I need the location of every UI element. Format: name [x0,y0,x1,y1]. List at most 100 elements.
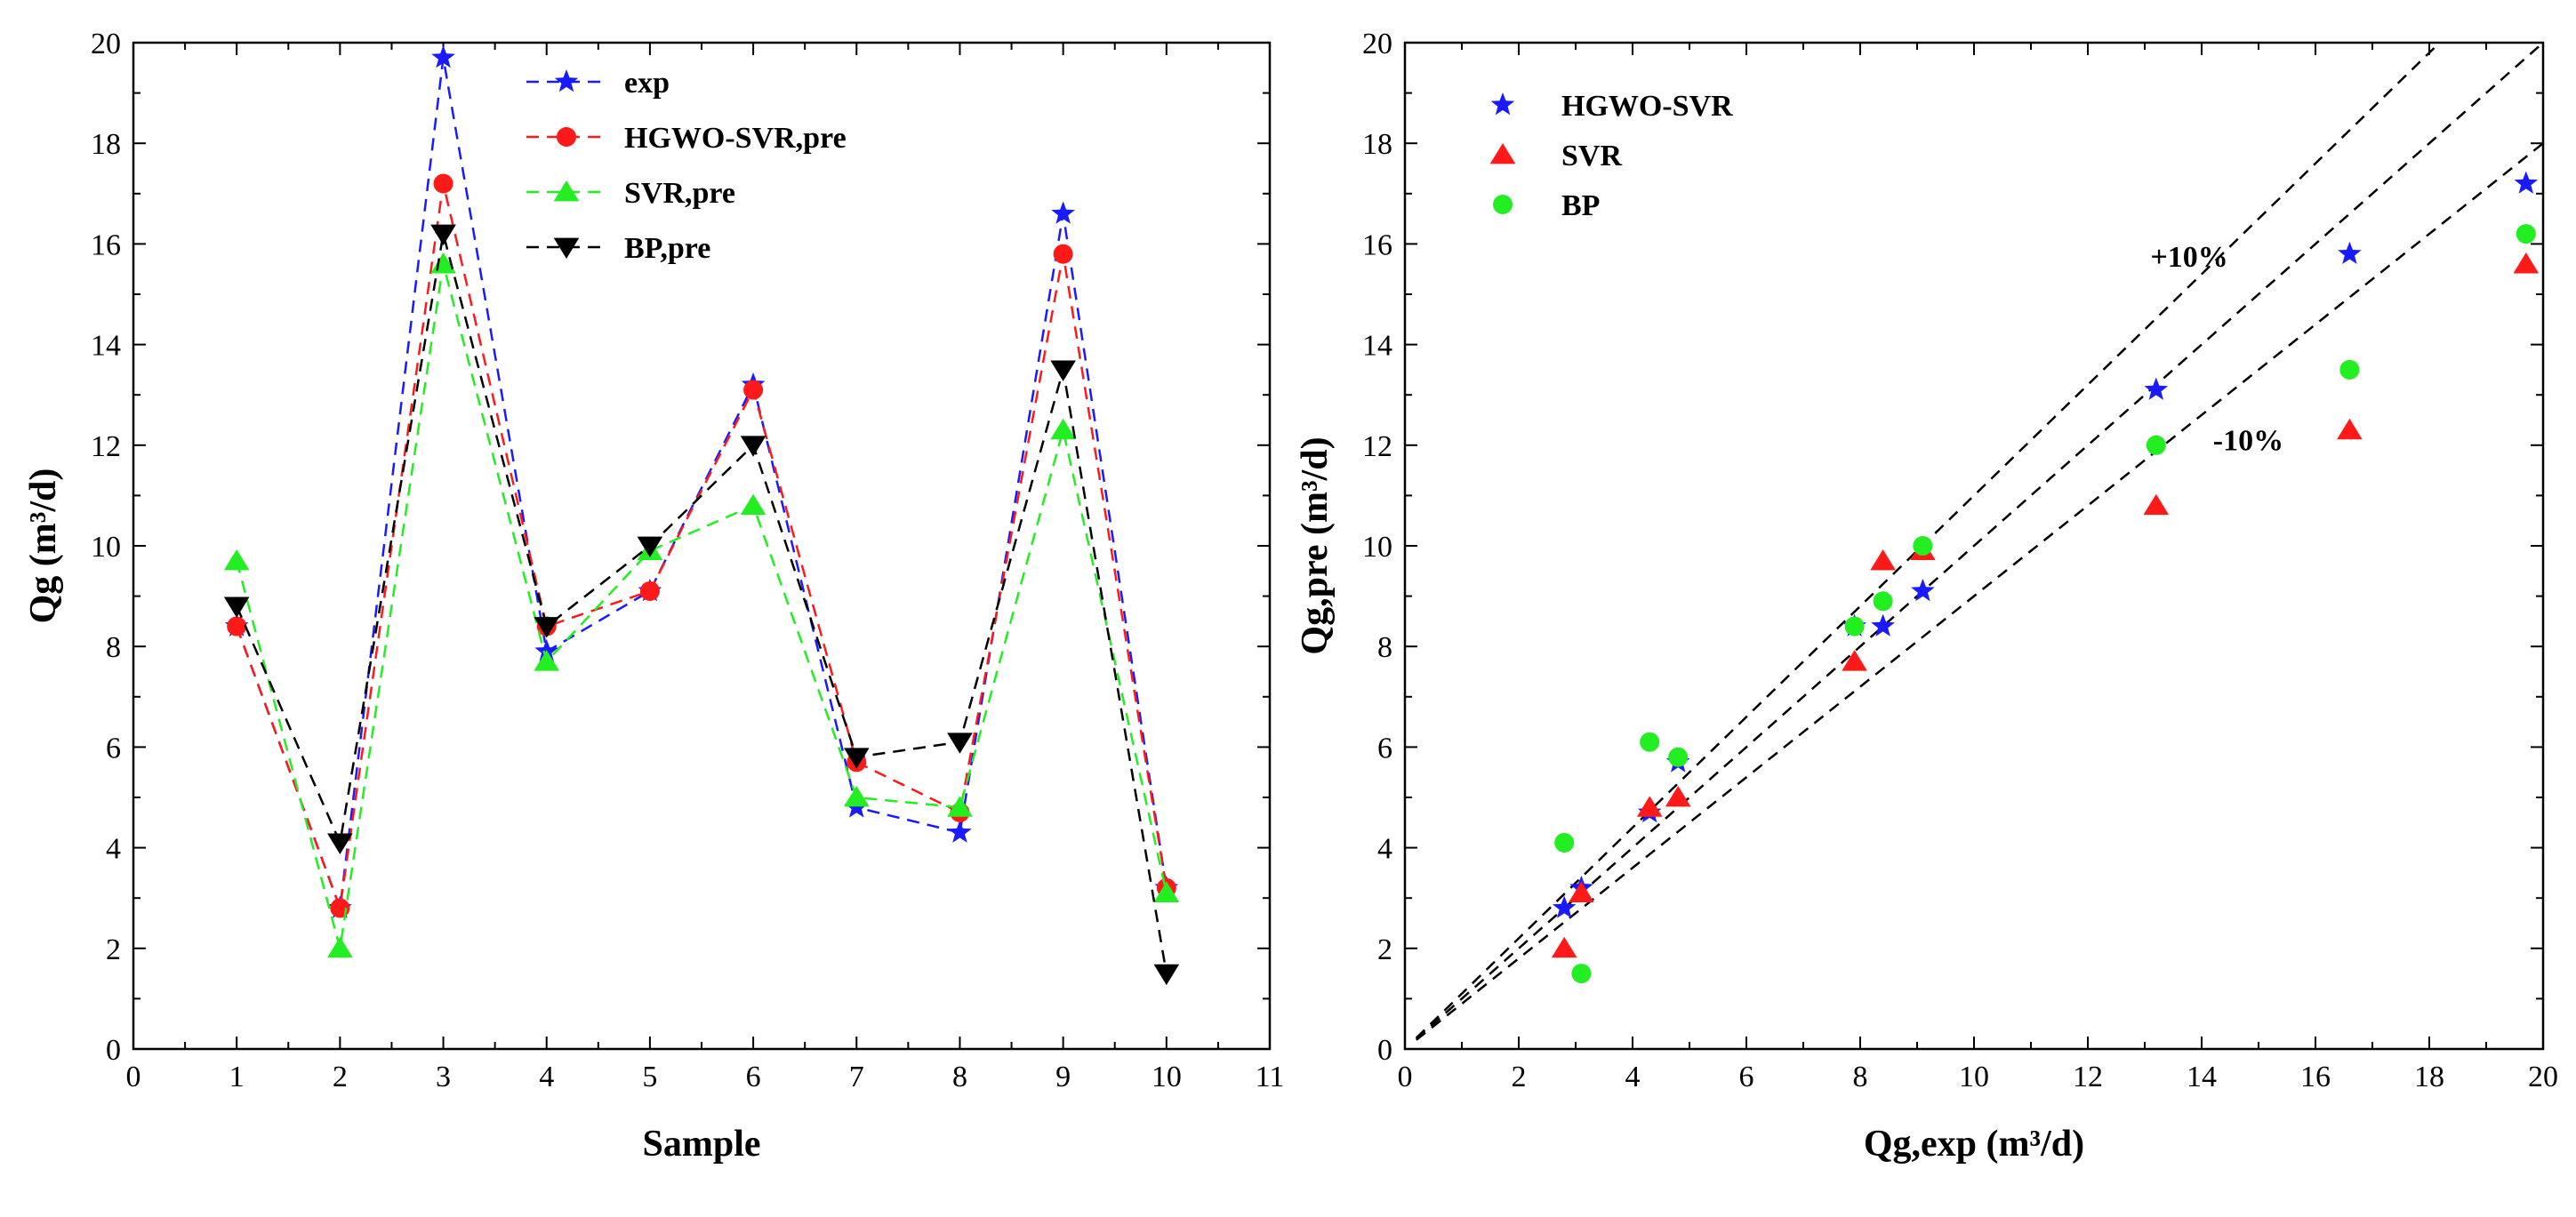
legend-label-svr-pre: SVR,pre [624,177,735,210]
data-point-svr [1636,796,1663,817]
legend-marker-svr-pre [553,180,580,202]
x-tick-label: 10 [1152,1061,1182,1093]
y-tick-label: 8 [106,631,121,664]
x-tick-label: 6 [746,1061,761,1093]
data-point-bp [1668,747,1689,767]
data-point-bp-pre [947,733,973,754]
y-tick-label: 2 [1377,933,1392,966]
series-bp-pre [223,224,1180,986]
data-point-bp [1554,832,1575,853]
x-tick-label: 8 [952,1061,967,1093]
annotation-plus10: +10% [2150,241,2227,274]
data-point-exp [1051,201,1075,224]
data-point-svr-pre [1050,418,1076,440]
data-point-svr-pre [223,548,250,571]
data-point-bp-pre [843,748,870,769]
series-svr-pre [223,252,1180,958]
data-point-bp [1640,732,1660,752]
y-tick-label: 18 [91,128,121,161]
legend-label-exp: exp [624,67,670,100]
y-tick-label: 12 [91,430,121,463]
data-point-svr [2337,418,2363,440]
legend-label-bp: BP [1561,189,1600,222]
data-point-svr-pre [740,493,766,516]
data-point-hgwo-svr-pre [743,380,764,400]
data-point-hgwo-svr [1911,578,1935,602]
x-tick-label: 4 [1625,1061,1641,1093]
x-axis-title: Qg,exp (m³/d) [1864,1124,2084,1165]
data-point-hgwo-svr [1871,613,1895,637]
series-line-bp-pre [236,233,1168,974]
left-chart-sample-comparison: 0 1 2 3 4 5 6 7 8 9 10 1102468101214161820SampleQg … [23,28,1284,1165]
data-point-svr [2513,252,2540,274]
data-point-bp [2516,224,2536,244]
legend-marker-exp [554,69,579,92]
y-tick-label: 8 [1377,631,1392,664]
series-hgwo-svr-pre [227,173,1176,918]
y-tick-label: 4 [1377,833,1392,866]
data-point-hgwo-svr-pre [433,173,453,194]
data-point-svr [1842,650,1867,671]
x-tick-label: 2 [1512,1061,1527,1093]
y-tick-label: 0 [1377,1034,1392,1067]
series-svr [1551,252,2540,958]
legend-label-hgwo-svr: HGWO-SVR [1561,90,1733,123]
x-tick-label: 11 [1256,1061,1285,1093]
reference-line-y-equals-x [1415,43,2543,1040]
series-line-exp [236,57,1168,909]
legend-marker-bp [1493,195,1513,214]
x-tick-label: 0 [1398,1061,1413,1093]
reference-line-minus10 [1416,142,2543,1041]
data-point-bp [1571,964,1592,984]
data-point-exp [431,45,455,68]
data-point-bp-pre [740,436,766,457]
y-tick-label: 10 [1362,531,1392,564]
y-tick-label: 2 [106,933,121,966]
x-tick-label: 18 [2414,1061,2444,1093]
data-point-svr [1551,936,1577,958]
y-tick-label: 14 [1362,330,1392,363]
x-tick-label: 10 [1959,1061,1989,1093]
data-point-hgwo-svr-pre [227,616,247,637]
y-tick-label: 16 [1362,228,1392,261]
y-axis-title: Qg (m³/d) [23,468,64,624]
data-point-svr-pre [327,936,353,958]
x-tick-label: 3 [436,1061,451,1093]
data-point-bp [2339,359,2360,380]
data-point-bp-pre [534,617,560,638]
data-point-bp-pre [327,833,353,854]
y-tick-label: 14 [91,330,121,363]
x-tick-label: 4 [539,1061,554,1093]
legend-label-hgwo-svr-pre: HGWO-SVR,pre [624,122,847,155]
legend-marker-hgwo-svr [1490,92,1515,116]
data-point-hgwo-svr-pre [1053,244,1073,264]
x-tick-label: 14 [2187,1061,2217,1093]
y-tick-label: 20 [1362,28,1392,60]
data-point-svr-pre [947,796,973,817]
x-tick-label: 7 [849,1061,864,1093]
data-point-svr-pre [430,252,456,274]
right-chart-exp-vs-pre: 0 2 4 6 8 10 12 14 16 18 20 0 2 4 6 8 10 12 14 16 18 20 Qg,exp… [1295,28,2558,1165]
series-line-hgwo-svr-pre [236,183,1168,909]
x-tick-label: 9 [1055,1061,1071,1093]
data-point-bp-pre [637,536,663,557]
legend-marker-svr [1489,143,1516,164]
x-tick-label: 8 [1853,1061,1868,1093]
data-point-svr [1870,548,1896,571]
data-point-bp-pre [223,596,250,618]
y-axis-title: Qg,pre (m³/d) [1295,436,1336,654]
series-hgwo-svr [1552,171,2539,918]
data-point-svr [1569,881,1594,902]
x-tick-label: 20 [2528,1061,2558,1093]
legend-marker-bp-pre [553,237,580,259]
data-point-hgwo-svr [1552,895,1577,918]
data-point-svr-pre [843,786,870,807]
x-tick-label: 1 [229,1061,245,1093]
y-tick-label: 6 [1377,732,1392,765]
y-tick-label: 0 [106,1034,121,1067]
x-tick-label: 0 [126,1061,141,1093]
legend-label-bp-pre: BP,pre [624,232,710,265]
x-tick-label: 6 [1739,1061,1754,1093]
data-point-bp-pre [430,224,456,246]
